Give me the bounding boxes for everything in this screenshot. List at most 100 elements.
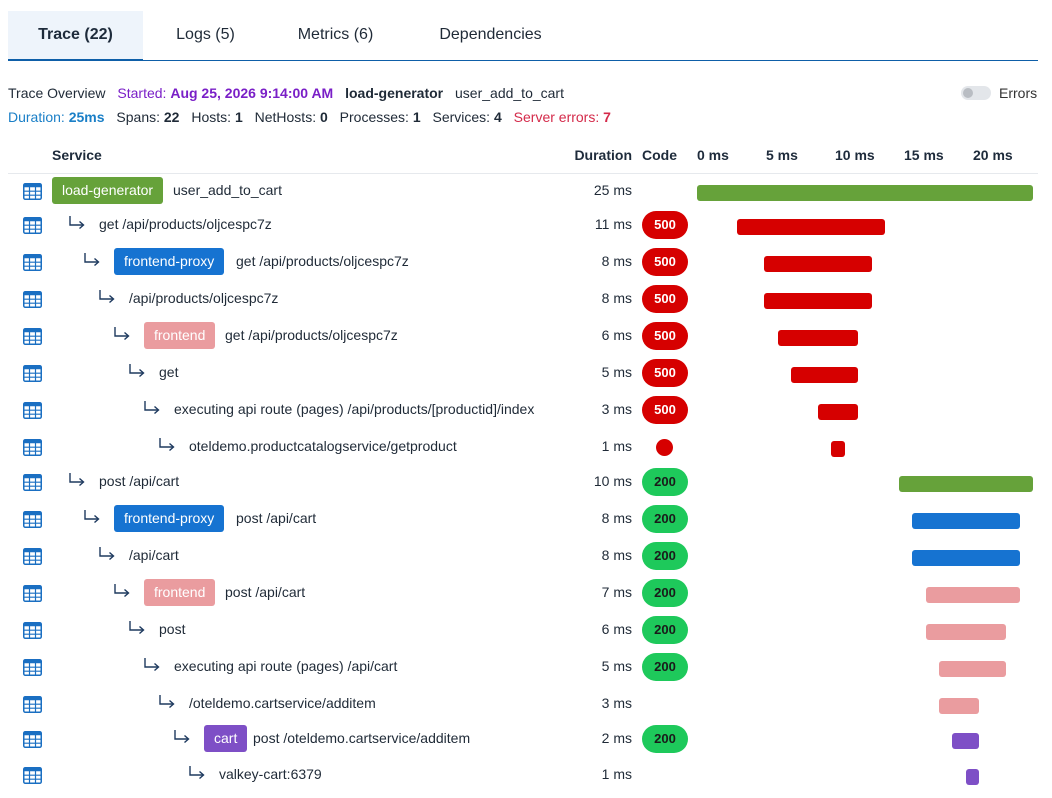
span-row[interactable]: /api/cart 8 ms 200 bbox=[0, 542, 1052, 572]
table-icon[interactable] bbox=[23, 548, 42, 565]
span-name[interactable]: executing api route (pages) /api/product… bbox=[174, 401, 535, 417]
tab-trace[interactable]: Trace (22) bbox=[8, 11, 143, 61]
table-icon[interactable] bbox=[23, 622, 42, 639]
span-row[interactable]: valkey-cart:6379 1 ms bbox=[0, 761, 1052, 791]
column-service[interactable]: Service bbox=[52, 147, 102, 163]
span-duration: 3 ms bbox=[601, 695, 632, 711]
table-icon[interactable] bbox=[23, 328, 42, 345]
span-bar[interactable] bbox=[831, 441, 845, 457]
span-name[interactable]: post /oteldemo.cartservice/additem bbox=[253, 730, 471, 746]
errors-toggle[interactable]: Errors bbox=[961, 85, 1037, 101]
table-icon[interactable] bbox=[23, 767, 42, 784]
span-name[interactable]: /oteldemo.cartservice/additem bbox=[189, 695, 376, 711]
service-badge[interactable]: frontend bbox=[144, 322, 216, 349]
span-row[interactable]: get /api/products/oljcespc7z 11 ms 500 bbox=[0, 211, 1052, 241]
span-bar[interactable] bbox=[912, 513, 1020, 529]
table-icon[interactable] bbox=[23, 439, 42, 456]
span-row[interactable]: load-generator user_add_to_cart 25 ms bbox=[0, 177, 1052, 207]
table-icon[interactable] bbox=[23, 474, 42, 491]
span-name[interactable]: post bbox=[159, 621, 186, 637]
span-row[interactable]: post /api/cart 10 ms 200 bbox=[0, 468, 1052, 498]
span-row[interactable]: /api/products/oljcespc7z 8 ms 500 bbox=[0, 285, 1052, 315]
status-code-badge: 500 bbox=[642, 285, 688, 313]
span-row[interactable]: executing api route (pages) /api/cart 5 m… bbox=[0, 653, 1052, 683]
service-badge[interactable]: load-generator bbox=[52, 177, 164, 204]
tab-logs[interactable]: Logs (5) bbox=[176, 26, 235, 43]
status-code-badge: 200 bbox=[642, 505, 688, 533]
service-badge[interactable]: frontend-proxy bbox=[114, 248, 225, 275]
span-bar[interactable] bbox=[965, 769, 980, 785]
status-code-badge: 500 bbox=[642, 359, 688, 387]
span-row[interactable]: get 5 ms 500 bbox=[0, 359, 1052, 389]
table-icon[interactable] bbox=[23, 731, 42, 748]
span-name[interactable]: user_add_to_cart bbox=[173, 182, 282, 198]
table-icon[interactable] bbox=[23, 217, 42, 234]
span-name[interactable]: post /api/cart bbox=[225, 584, 306, 600]
span-bar[interactable] bbox=[737, 219, 886, 235]
service-badge[interactable]: frontend-proxy bbox=[114, 505, 225, 532]
service-badge[interactable]: cart bbox=[204, 725, 248, 752]
span-duration: 8 ms bbox=[601, 290, 632, 306]
service-badge[interactable]: frontend bbox=[144, 579, 216, 606]
overview-title: Trace Overview bbox=[8, 85, 106, 101]
errors-switch[interactable] bbox=[961, 86, 991, 100]
span-name[interactable]: oteldemo.productcatalogservice/getproduc… bbox=[189, 438, 457, 454]
span-bar[interactable] bbox=[791, 367, 859, 383]
span-bar[interactable] bbox=[938, 698, 980, 714]
span-row[interactable]: frontend-proxy post /api/cart 8 ms 200 bbox=[0, 505, 1052, 535]
table-icon[interactable] bbox=[23, 365, 42, 382]
table-icon[interactable] bbox=[23, 585, 42, 602]
span-bar[interactable] bbox=[898, 476, 1033, 492]
span-bar[interactable] bbox=[697, 185, 1033, 201]
span-row[interactable]: cart post /oteldemo.cartservice/additem 2 … bbox=[0, 725, 1052, 755]
status-code-badge: 500 bbox=[642, 211, 688, 239]
span-name[interactable]: valkey-cart:6379 bbox=[219, 766, 322, 782]
column-code[interactable]: Code bbox=[642, 147, 677, 163]
span-name[interactable]: /api/cart bbox=[129, 547, 179, 563]
tab-dependencies[interactable]: Dependencies bbox=[439, 26, 542, 43]
child-arrow-icon bbox=[127, 363, 147, 379]
span-name[interactable]: get /api/products/oljcespc7z bbox=[236, 253, 409, 269]
span-row[interactable]: oteldemo.productcatalogservice/getproduc… bbox=[0, 433, 1052, 463]
span-row[interactable]: /oteldemo.cartservice/additem 3 ms bbox=[0, 690, 1052, 720]
span-bar[interactable] bbox=[952, 733, 980, 749]
span-name[interactable]: get /api/products/oljcespc7z bbox=[99, 216, 272, 232]
span-bar[interactable] bbox=[764, 293, 872, 309]
child-arrow-icon bbox=[67, 472, 87, 488]
tab-metrics[interactable]: Metrics (6) bbox=[297, 26, 374, 43]
span-row[interactable]: post 6 ms 200 bbox=[0, 616, 1052, 646]
span-name[interactable]: post /api/cart bbox=[99, 473, 180, 489]
span-name[interactable]: get bbox=[159, 364, 179, 380]
server-errors-label: Server errors: bbox=[513, 109, 600, 125]
span-row[interactable]: frontend-proxy get /api/products/oljcespc… bbox=[0, 248, 1052, 278]
span-name[interactable]: get /api/products/oljcespc7z bbox=[225, 327, 398, 343]
span-duration: 7 ms bbox=[601, 584, 632, 600]
table-icon[interactable] bbox=[23, 183, 42, 200]
span-bar[interactable] bbox=[818, 404, 859, 420]
table-icon[interactable] bbox=[23, 291, 42, 308]
span-bar[interactable] bbox=[912, 550, 1020, 566]
span-bar[interactable] bbox=[777, 330, 859, 346]
error-dot bbox=[656, 439, 673, 456]
span-name[interactable]: /api/products/oljcespc7z bbox=[129, 290, 279, 306]
table-icon[interactable] bbox=[23, 402, 42, 419]
span-bar[interactable] bbox=[925, 587, 1020, 603]
span-bar[interactable] bbox=[764, 256, 872, 272]
span-row[interactable]: executing api route (pages) /api/product… bbox=[0, 396, 1052, 426]
column-duration[interactable]: Duration bbox=[574, 147, 632, 163]
child-arrow-icon bbox=[67, 215, 87, 231]
span-bar[interactable] bbox=[925, 624, 1007, 640]
span-bar[interactable] bbox=[938, 661, 1007, 677]
table-icon[interactable] bbox=[23, 511, 42, 528]
hosts-value: 1 bbox=[234, 109, 243, 125]
span-row[interactable]: frontend post /api/cart 7 ms 200 bbox=[0, 579, 1052, 609]
table-icon[interactable] bbox=[23, 254, 42, 271]
table-icon[interactable] bbox=[23, 659, 42, 676]
table-icon[interactable] bbox=[23, 696, 42, 713]
span-duration: 11 ms bbox=[594, 216, 632, 232]
span-name[interactable]: executing api route (pages) /api/cart bbox=[174, 658, 398, 674]
span-row[interactable]: frontend get /api/products/oljcespc7z 6 ms… bbox=[0, 322, 1052, 352]
child-arrow-icon bbox=[172, 729, 192, 745]
services-value: 4 bbox=[493, 109, 502, 125]
span-name[interactable]: post /api/cart bbox=[236, 510, 317, 526]
